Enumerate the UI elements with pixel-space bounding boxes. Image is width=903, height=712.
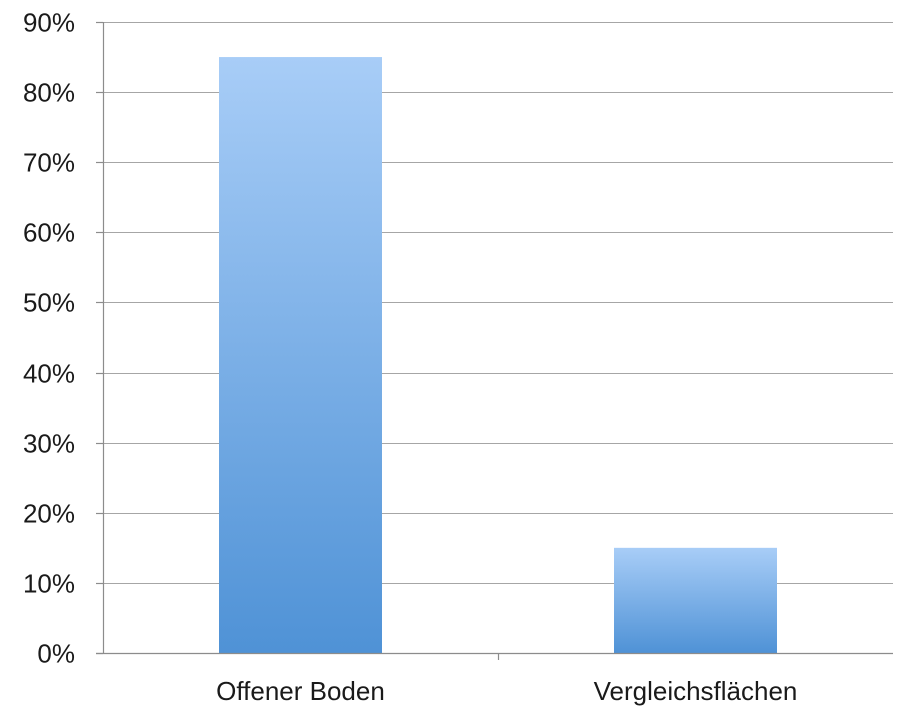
y-tick-label: 60% [23, 218, 75, 248]
y-tick-label: 30% [23, 429, 75, 459]
y-tick-label: 70% [23, 148, 75, 178]
y-tick-label: 90% [23, 8, 75, 38]
y-tick-label: 80% [23, 78, 75, 108]
y-tick-label: 50% [23, 288, 75, 318]
y-tick-label: 0% [37, 639, 75, 669]
y-tick-label: 40% [23, 359, 75, 389]
bar-1 [219, 57, 382, 654]
x-tick-label: Offener Boden [216, 676, 385, 706]
y-tick-labels: 0% 10% 20% 30% 40% 50% 60% 70% 80% 90% [23, 8, 75, 669]
axes [96, 22, 893, 660]
y-tick-label: 10% [23, 569, 75, 599]
bar-2 [614, 547, 777, 653]
x-tick-labels: Offener Boden Vergleichsflächen [216, 676, 797, 706]
x-tick-label: Vergleichsflächen [594, 676, 798, 706]
y-tick-label: 20% [23, 499, 75, 529]
bars [219, 57, 777, 654]
